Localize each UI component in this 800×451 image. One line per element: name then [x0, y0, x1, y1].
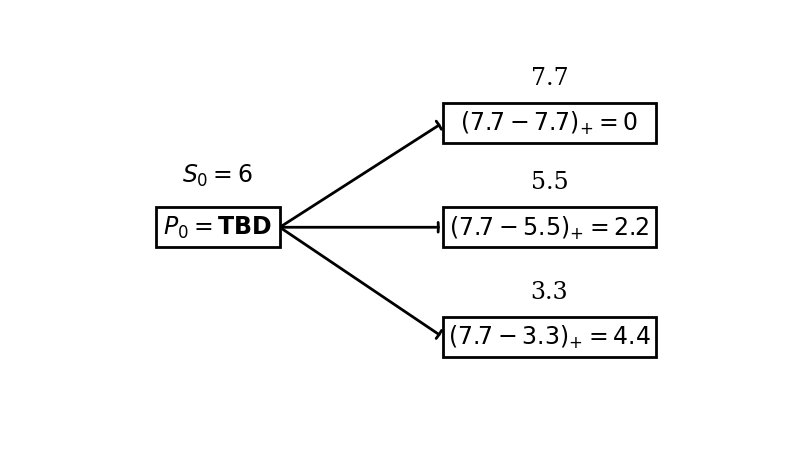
Bar: [442, 104, 657, 143]
Text: $(7.7 - 3.3)_{{+}} = 4.4$: $(7.7 - 3.3)_{{+}} = 4.4$: [448, 323, 651, 351]
Text: 5.5: 5.5: [530, 171, 568, 194]
Text: 3.3: 3.3: [530, 281, 568, 303]
Text: $P_0 = \mathbf{TBD}$: $P_0 = \mathbf{TBD}$: [163, 215, 272, 241]
Bar: [442, 208, 657, 248]
Text: $(7.7 - 5.5)_{{+}} = 2.2$: $(7.7 - 5.5)_{{+}} = 2.2$: [450, 214, 650, 241]
Text: $(7.7 - 7.7)_{{+}} = 0$: $(7.7 - 7.7)_{{+}} = 0$: [461, 110, 638, 137]
Text: 7.7: 7.7: [530, 67, 568, 90]
Bar: [156, 208, 280, 248]
Text: $S_0 = 6$: $S_0 = 6$: [182, 162, 253, 189]
Bar: [442, 317, 657, 357]
